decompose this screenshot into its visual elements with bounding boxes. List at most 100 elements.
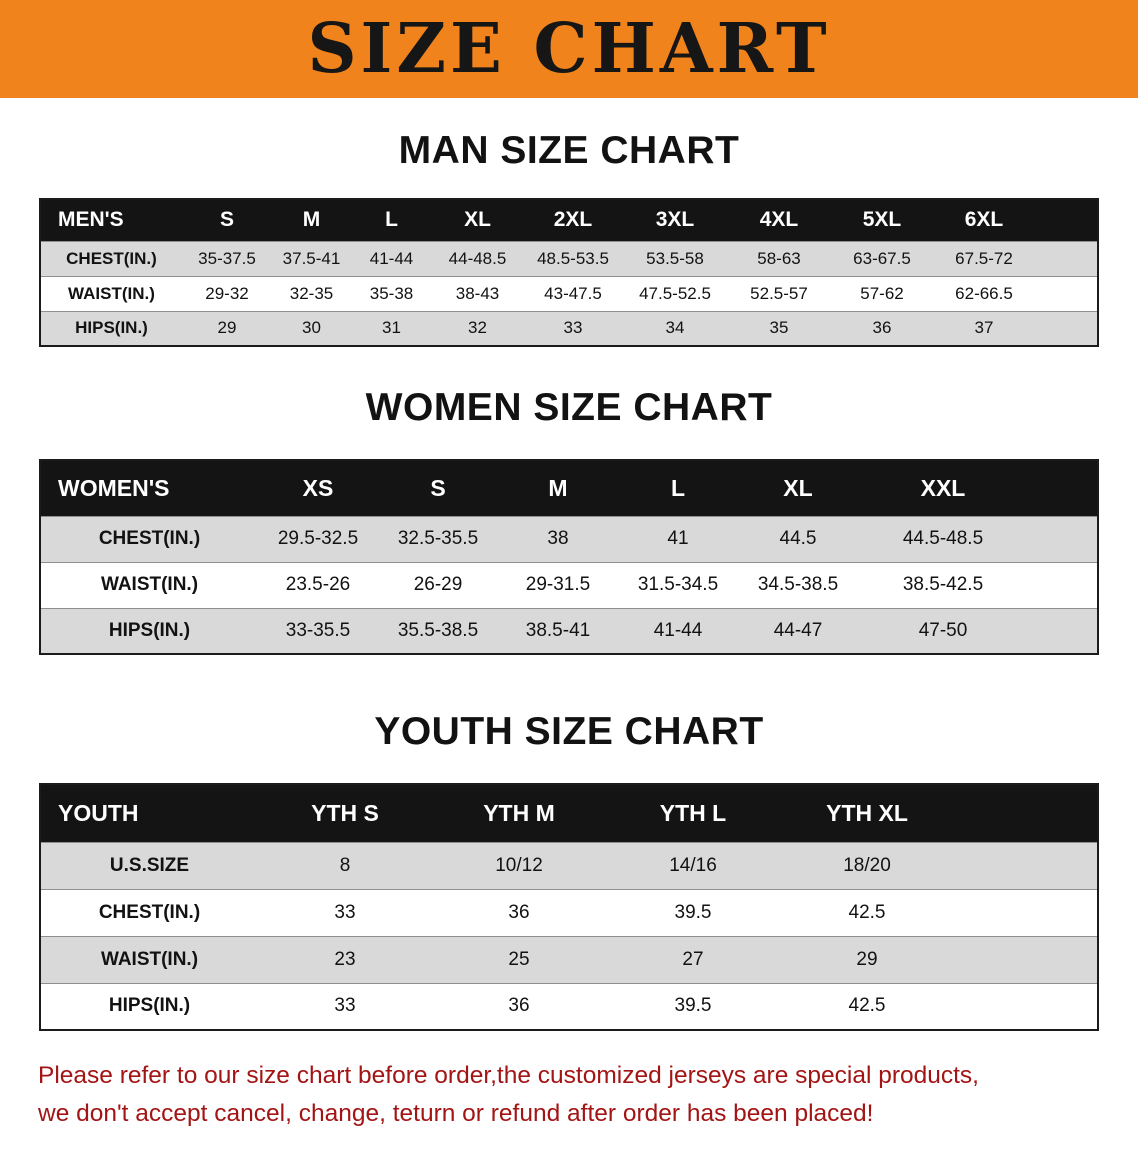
- row-label-cell: U.S.SIZE: [40, 841, 258, 889]
- size-column-header: XXL: [858, 460, 1028, 516]
- size-value-cell: 14/16: [606, 841, 780, 889]
- disclaimer: Please refer to our size chart before or…: [38, 1057, 1138, 1133]
- size-charts: MAN SIZE CHART MEN'S S M L XL 2XL 3XL 4XL 5XL 6XL…: [0, 128, 1138, 1031]
- size-value-cell: 36: [432, 888, 606, 936]
- size-value-cell: 33-35.5: [258, 607, 378, 654]
- size-value-cell: 33: [258, 982, 432, 1030]
- size-value-cell: 38.5-41: [498, 607, 618, 654]
- size-column-header: YTH S: [258, 784, 432, 842]
- size-value-cell: 47.5-52.5: [623, 275, 727, 311]
- spacer-cell: [954, 784, 1098, 842]
- size-column-header: 2XL: [523, 199, 623, 241]
- size-value-cell: 39.5: [606, 982, 780, 1030]
- spacer-cell: [954, 888, 1098, 936]
- size-value-cell: 35: [727, 310, 831, 346]
- size-value-cell: 37: [933, 310, 1035, 346]
- table-row: HIPS(IN.) 29 30 31 32 33 34 35 36 37: [40, 310, 1098, 346]
- size-column-header: S: [378, 460, 498, 516]
- size-value-cell: 41-44: [618, 607, 738, 654]
- table-row: WAIST(IN.) 23.5-26 26-29 29-31.5 31.5-34.5 34…: [40, 561, 1098, 608]
- size-value-cell: 48.5-53.5: [523, 240, 623, 276]
- spacer-cell: [1028, 561, 1098, 608]
- size-value-cell: 29: [182, 310, 272, 346]
- spacer-cell: [1028, 607, 1098, 654]
- spacer-cell: [1035, 199, 1098, 241]
- spacer-cell: [1035, 275, 1098, 311]
- size-column-header: M: [498, 460, 618, 516]
- women-size-heading: WOMEN SIZE CHART: [365, 386, 773, 429]
- size-column-header: 6XL: [933, 199, 1035, 241]
- women-size-section: WOMEN SIZE CHART WOMEN'S XS S M L XL XXL CHEST(…: [0, 385, 1138, 655]
- row-label-cell: CHEST(IN.): [40, 515, 258, 562]
- size-value-cell: 18/20: [780, 841, 954, 889]
- size-value-cell: 52.5-57: [727, 275, 831, 311]
- size-value-cell: 26-29: [378, 561, 498, 608]
- row-label-cell: WAIST(IN.): [40, 935, 258, 983]
- row-label-cell: HIPS(IN.): [40, 982, 258, 1030]
- man-size-heading: MAN SIZE CHART: [398, 129, 740, 172]
- size-value-cell: 30: [272, 310, 351, 346]
- spacer-cell: [1035, 310, 1098, 346]
- size-value-cell: 23: [258, 935, 432, 983]
- youth-size-heading: YOUTH SIZE CHART: [374, 710, 764, 753]
- size-value-cell: 33: [258, 888, 432, 936]
- spacer-cell: [1028, 460, 1098, 516]
- size-value-cell: 57-62: [831, 275, 933, 311]
- size-column-header: S: [182, 199, 272, 241]
- table-header-row: YOUTH YTH S YTH M YTH L YTH XL: [40, 784, 1098, 842]
- size-value-cell: 10/12: [432, 841, 606, 889]
- size-value-cell: 35.5-38.5: [378, 607, 498, 654]
- size-column-header: XS: [258, 460, 378, 516]
- size-column-header: 3XL: [623, 199, 727, 241]
- man-size-table: MEN'S S M L XL 2XL 3XL 4XL 5XL 6XL CHEST(IN.) 35-37…: [39, 198, 1099, 347]
- man-size-section: MAN SIZE CHART MEN'S S M L XL 2XL 3XL 4XL 5XL 6XL…: [0, 128, 1138, 347]
- size-value-cell: 32.5-35.5: [378, 515, 498, 562]
- size-value-cell: 25: [432, 935, 606, 983]
- size-value-cell: 8: [258, 841, 432, 889]
- disclaimer-line-2: we don't accept cancel, change, teturn o…: [38, 1099, 874, 1127]
- table-title-cell: MEN'S: [40, 199, 182, 241]
- size-value-cell: 32: [432, 310, 523, 346]
- size-value-cell: 31: [351, 310, 432, 346]
- table-row: HIPS(IN.) 33-35.5 35.5-38.5 38.5-41 41-44 44-…: [40, 607, 1098, 654]
- table-row: HIPS(IN.) 33 36 39.5 42.5: [40, 982, 1098, 1030]
- size-chart-banner: SIZE CHART: [0, 0, 1138, 98]
- size-column-header: YTH XL: [780, 784, 954, 842]
- size-value-cell: 41-44: [351, 240, 432, 276]
- banner-title: SIZE CHART: [307, 9, 831, 89]
- size-value-cell: 29: [780, 935, 954, 983]
- row-label-cell: CHEST(IN.): [40, 240, 182, 276]
- size-value-cell: 53.5-58: [623, 240, 727, 276]
- size-value-cell: 23.5-26: [258, 561, 378, 608]
- size-value-cell: 38: [498, 515, 618, 562]
- row-label-cell: WAIST(IN.): [40, 561, 258, 608]
- size-value-cell: 41: [618, 515, 738, 562]
- size-value-cell: 29-32: [182, 275, 272, 311]
- size-value-cell: 63-67.5: [831, 240, 933, 276]
- spacer-cell: [1035, 240, 1098, 276]
- size-value-cell: 34.5-38.5: [738, 561, 858, 608]
- size-value-cell: 38-43: [432, 275, 523, 311]
- youth-size-table: YOUTH YTH S YTH M YTH L YTH XL U.S.SIZE 8 10/12…: [39, 783, 1099, 1031]
- table-header-row: WOMEN'S XS S M L XL XXL: [40, 460, 1098, 516]
- row-label-cell: WAIST(IN.): [40, 275, 182, 311]
- size-column-header: XL: [738, 460, 858, 516]
- disclaimer-line-1: Please refer to our size chart before or…: [38, 1062, 979, 1089]
- size-value-cell: 44.5: [738, 515, 858, 562]
- table-title-cell: YOUTH: [40, 784, 258, 842]
- size-value-cell: 35-38: [351, 275, 432, 311]
- size-value-cell: 67.5-72: [933, 240, 1035, 276]
- row-label-cell: CHEST(IN.): [40, 888, 258, 936]
- size-column-header: YTH L: [606, 784, 780, 842]
- size-column-header: YTH M: [432, 784, 606, 842]
- size-value-cell: 38.5-42.5: [858, 561, 1028, 608]
- size-column-header: XL: [432, 199, 523, 241]
- table-title-cell: WOMEN'S: [40, 460, 258, 516]
- spacer-cell: [954, 935, 1098, 983]
- size-value-cell: 42.5: [780, 888, 954, 936]
- size-column-header: M: [272, 199, 351, 241]
- table-header-row: MEN'S S M L XL 2XL 3XL 4XL 5XL 6XL: [40, 199, 1098, 241]
- size-value-cell: 35-37.5: [182, 240, 272, 276]
- size-value-cell: 62-66.5: [933, 275, 1035, 311]
- spacer-cell: [954, 841, 1098, 889]
